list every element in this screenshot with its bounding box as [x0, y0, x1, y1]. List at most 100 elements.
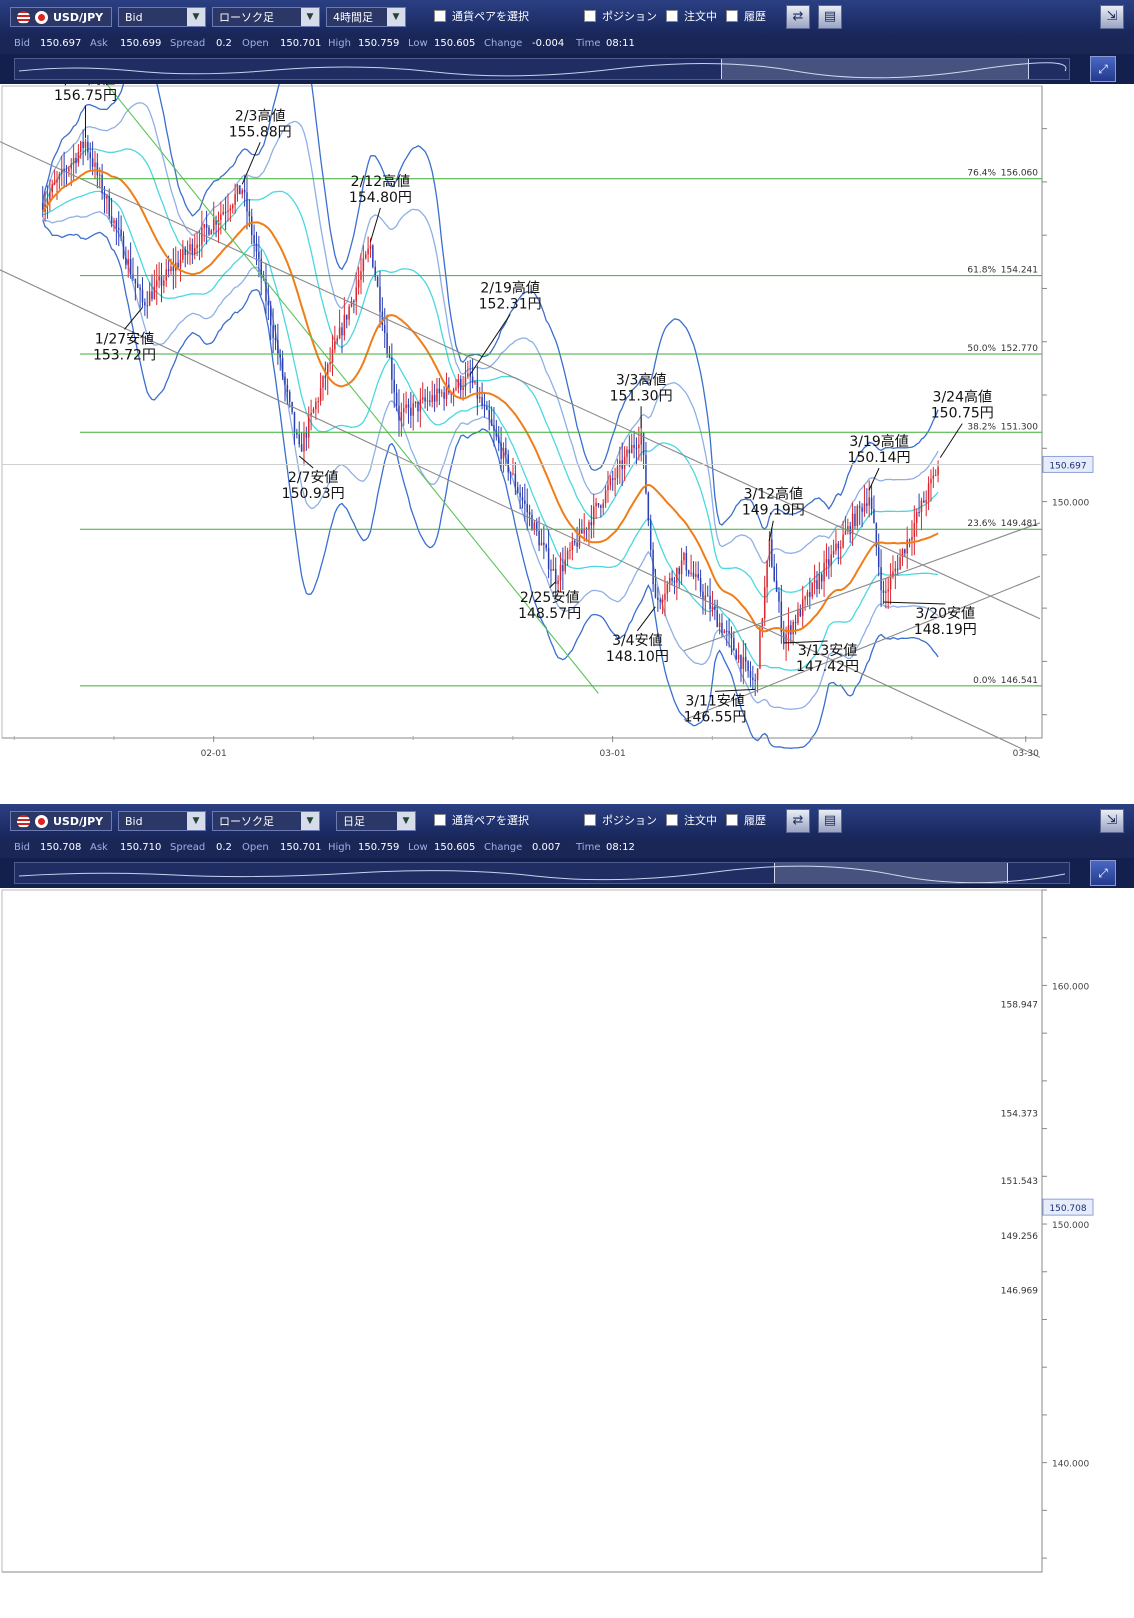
candle — [671, 570, 673, 585]
orders-checkbox[interactable]: 注文中 — [666, 811, 726, 831]
candle-body — [773, 566, 775, 581]
y-tick-label: 150.000 — [1052, 499, 1089, 509]
candle-body — [227, 210, 229, 213]
time-value: 08:11 — [606, 38, 635, 49]
price-side-select[interactable]: Bid ▼ — [118, 7, 206, 27]
candle — [697, 561, 699, 581]
ask-label: Ask — [90, 842, 108, 853]
annotation-title: 2/25安値 — [520, 590, 579, 606]
timeframe-value: 4時間足 — [333, 11, 373, 24]
candle — [870, 484, 873, 516]
annotation-title: 3/3高値 — [616, 371, 667, 388]
navigator-window[interactable] — [721, 59, 1029, 79]
candle-body — [405, 404, 407, 409]
candle — [94, 150, 96, 179]
candle-body — [452, 389, 455, 395]
candle-body — [445, 384, 448, 399]
fib-value-label: 156.060 — [1001, 169, 1038, 179]
navigator-scrollbar[interactable] — [14, 58, 1070, 80]
candle — [540, 528, 543, 546]
candle — [811, 582, 813, 600]
annotation-price: 149.19円 — [742, 503, 805, 519]
chart-swap-button[interactable]: ⇄ — [786, 5, 810, 29]
candle — [661, 594, 664, 615]
candle — [934, 469, 937, 477]
currency-pair-button[interactable]: USD/JPY — [10, 7, 112, 27]
select-pair-checkbox[interactable]: 通貨ペアを選択 — [434, 7, 554, 27]
candle — [775, 563, 778, 593]
low-value: 150.605 — [434, 38, 476, 49]
price-side-select[interactable]: Bid ▼ — [118, 811, 206, 831]
candle — [51, 179, 53, 200]
chart-type-select[interactable]: ローソク足 ▼ — [212, 811, 320, 831]
candle-body — [825, 559, 828, 563]
candle — [806, 589, 809, 606]
candle — [521, 487, 524, 509]
candle-body — [82, 141, 84, 148]
position-checkbox[interactable]: ポジション — [584, 811, 664, 831]
history-checkbox[interactable]: 履歴 — [726, 811, 782, 831]
navigator-scrollbar[interactable] — [14, 862, 1070, 884]
candle-body — [421, 397, 424, 400]
candle — [467, 360, 469, 379]
candle-body — [315, 401, 317, 409]
candle-body — [562, 564, 564, 572]
price-side-value: Bid — [125, 815, 143, 828]
chart-settings-button[interactable]: ▤ — [818, 809, 842, 833]
annotation-arrow — [768, 520, 774, 541]
candle — [75, 152, 77, 174]
minimize-button[interactable]: ⇲ — [1100, 809, 1124, 833]
chart-type-select[interactable]: ローソク足 ▼ — [212, 7, 320, 27]
candle — [205, 210, 208, 245]
candle-body — [433, 395, 436, 402]
candle-body — [486, 406, 488, 410]
candle-body — [58, 174, 61, 180]
candle — [234, 183, 236, 214]
candle — [398, 389, 400, 437]
candle-body — [355, 287, 357, 302]
spread-value: 0.2 — [216, 842, 232, 853]
currency-pair-button[interactable]: USD/JPY — [10, 811, 112, 831]
navigator-expand-button[interactable]: ⤢ — [1090, 56, 1116, 82]
history-checkbox[interactable]: 履歴 — [726, 7, 782, 27]
fib-value-label: 151.300 — [1001, 422, 1038, 432]
candle-body — [179, 259, 182, 268]
price-chart-4h[interactable]: 76.4% 156.060 61.8% 154.241 50.0% 152.770 38.2… — [0, 84, 1134, 780]
candle-body — [690, 572, 692, 574]
minimize-button[interactable]: ⇲ — [1100, 5, 1124, 29]
chart-settings-button[interactable]: ▤ — [818, 5, 842, 29]
toolbar: USD/JPY Bid ▼ ローソク足 ▼ 日足 ▼ 通貨ペアを選択 ポジション 注文… — [0, 804, 1134, 839]
candle-body — [222, 211, 224, 215]
orders-checkbox[interactable]: 注文中 — [666, 7, 726, 27]
open-value: 150.701 — [280, 38, 322, 49]
candle — [431, 380, 433, 408]
candle — [718, 613, 721, 635]
candle — [616, 458, 619, 485]
candle — [930, 469, 932, 502]
candle-body — [303, 432, 305, 452]
candle — [628, 435, 631, 468]
chevron-down-icon: ▼ — [387, 8, 405, 26]
navigator-expand-button[interactable]: ⤢ — [1090, 860, 1116, 886]
candle — [809, 577, 811, 610]
price-chart-daily[interactable]: 100.0%158.96476.4%156.03161.8%154.21750.… — [0, 888, 1134, 1618]
annotation-arrow — [868, 467, 880, 491]
navigator-window[interactable] — [773, 863, 1008, 883]
quote-bar: Bid 150.708 Ask 150.710 Spread 0.2 Open 150.… — [0, 838, 1134, 858]
candle-body — [372, 245, 374, 267]
timeframe-select[interactable]: 4時間足 ▼ — [326, 7, 406, 27]
candle — [155, 264, 158, 305]
candle-body — [203, 224, 205, 228]
candle — [364, 251, 367, 260]
position-checkbox[interactable]: ポジション — [584, 7, 664, 27]
candle-body — [870, 497, 873, 510]
timeframe-select[interactable]: 日足 ▼ — [336, 811, 416, 831]
candle — [604, 485, 607, 508]
select-pair-checkbox[interactable]: 通貨ペアを選択 — [434, 811, 554, 831]
candle-body — [904, 549, 906, 554]
candle-body — [545, 544, 547, 549]
chart-swap-button[interactable]: ⇄ — [786, 809, 810, 833]
candle — [459, 375, 462, 399]
candle — [177, 250, 179, 270]
candle-body — [754, 679, 756, 681]
